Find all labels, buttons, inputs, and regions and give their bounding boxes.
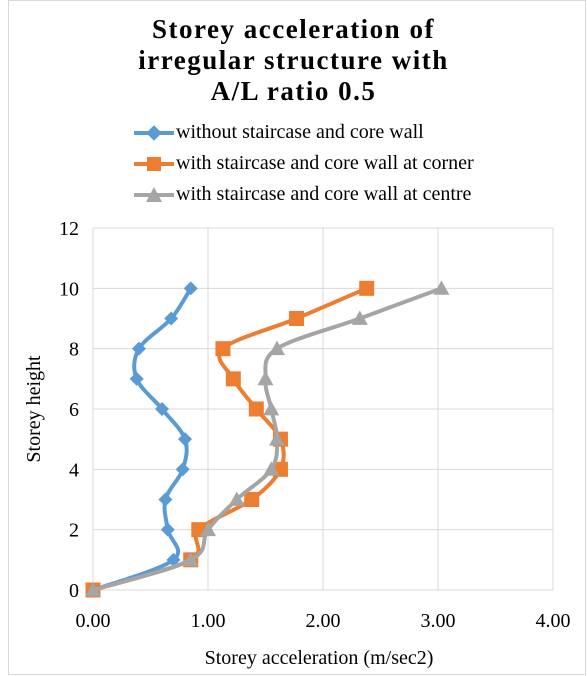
data-point bbox=[178, 432, 192, 447]
legend-swatch-series-3 bbox=[134, 186, 174, 202]
x-tick-label: 2.00 bbox=[306, 610, 341, 632]
chart-title-line-1: Storey acceleration of bbox=[152, 14, 435, 44]
legend-item-series-2: with staircase and core wall at corner bbox=[134, 148, 574, 179]
data-point bbox=[166, 552, 181, 567]
data-point bbox=[359, 280, 375, 296]
x-tick-label: 4.00 bbox=[536, 610, 571, 632]
data-point bbox=[228, 491, 245, 506]
x-tick-label: 1.00 bbox=[191, 610, 226, 632]
series-line bbox=[92, 286, 368, 592]
chart-frame bbox=[8, 0, 586, 675]
data-point bbox=[263, 461, 280, 476]
series-line bbox=[92, 286, 443, 592]
data-point bbox=[158, 492, 173, 507]
x-tick-label: 3.00 bbox=[421, 610, 456, 632]
x-tick-label: 0.00 bbox=[76, 610, 111, 632]
data-point bbox=[85, 582, 101, 597]
data-point bbox=[248, 401, 264, 417]
data-point bbox=[164, 311, 179, 326]
y-axis-title: Storey height bbox=[23, 355, 45, 463]
y-tick-label: 4 bbox=[69, 459, 79, 481]
data-point bbox=[225, 371, 241, 387]
series-line bbox=[92, 287, 193, 592]
data-point bbox=[155, 402, 169, 416]
data-point bbox=[263, 401, 280, 416]
data-point bbox=[132, 341, 146, 356]
data-point bbox=[182, 551, 199, 567]
y-tick-label: 12 bbox=[59, 218, 79, 240]
data-point bbox=[175, 462, 190, 477]
chart-title-line-3: A/L ratio 0.5 bbox=[210, 76, 377, 106]
legend-label-series-1: without staircase and core wall bbox=[176, 121, 424, 143]
series-1 bbox=[86, 281, 198, 597]
chart-title-line-2: irregular structure with bbox=[138, 45, 449, 75]
legend-label-series-2: with staircase and core wall at corner bbox=[176, 152, 474, 174]
data-point bbox=[129, 371, 144, 386]
y-tick-label: 0 bbox=[69, 580, 79, 602]
legend-item-series-3: with staircase and core wall at centre bbox=[134, 179, 574, 210]
gridlines bbox=[92, 227, 554, 591]
chart-title: Storey acceleration of irregular structu… bbox=[0, 14, 587, 107]
legend-item-series-1: without staircase and core wall bbox=[134, 117, 574, 148]
data-point bbox=[269, 340, 285, 356]
data-point bbox=[269, 431, 285, 446]
data-point bbox=[215, 341, 231, 357]
data-point bbox=[244, 492, 260, 507]
chart-legend: without staircase and core wall with sta… bbox=[134, 117, 574, 210]
legend-label-series-3: with staircase and core wall at centre bbox=[176, 183, 472, 205]
data-point bbox=[183, 281, 198, 296]
y-tick-label: 2 bbox=[69, 520, 79, 542]
data-point bbox=[200, 521, 216, 537]
data-point bbox=[257, 370, 274, 386]
y-tick-label: 8 bbox=[69, 339, 79, 361]
legend-swatch-series-2 bbox=[134, 156, 174, 171]
series-3 bbox=[85, 280, 450, 597]
data-point bbox=[160, 522, 175, 537]
data-point bbox=[351, 310, 368, 325]
y-tick-label: 6 bbox=[69, 399, 79, 421]
data-point bbox=[433, 280, 450, 295]
x-axis-title: Storey acceleration (m/sec2) bbox=[205, 647, 434, 669]
data-point bbox=[289, 311, 305, 326]
y-tick-label: 10 bbox=[59, 278, 79, 300]
legend-swatch-series-1 bbox=[134, 124, 174, 141]
